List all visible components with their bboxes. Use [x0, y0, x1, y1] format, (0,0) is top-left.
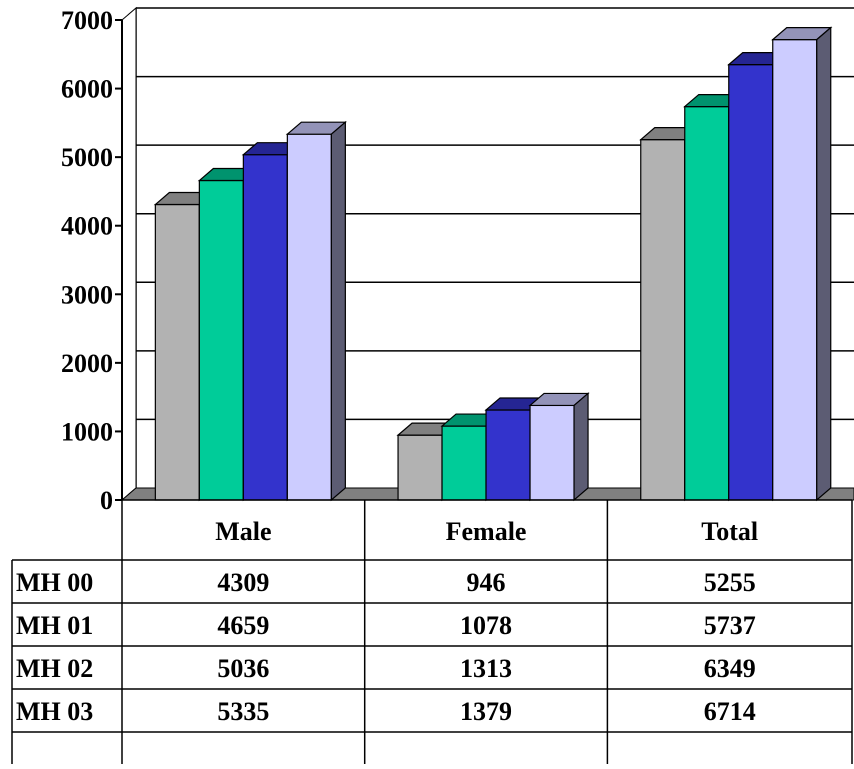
bar-side [573, 392, 589, 502]
bar-front [154, 203, 200, 501]
table-value: 946 [467, 568, 506, 597]
series-label: MH 02 [16, 654, 93, 683]
data-table: Male Female Total MH 00 4309 946 5255 MH 01 4659… [11, 499, 853, 764]
bar-front [441, 425, 487, 501]
bar-front [728, 64, 774, 501]
table-value: 1379 [460, 697, 512, 726]
category-label: Total [701, 517, 758, 546]
y-tick-label: 5000 [61, 143, 113, 172]
table-value: 6349 [704, 654, 756, 683]
table-value: 5737 [704, 611, 756, 640]
bar-front [772, 39, 818, 501]
series-label: MH 01 [16, 611, 93, 640]
bar-front [397, 434, 443, 501]
bar [771, 26, 833, 502]
y-tick-label: 6000 [61, 75, 113, 104]
bar-front [640, 139, 686, 501]
bar-front [198, 179, 244, 501]
bar-front [529, 404, 575, 501]
bar-front [286, 133, 332, 501]
table-value: 5335 [217, 697, 269, 726]
bar-front [684, 106, 730, 501]
side-wall [121, 6, 137, 502]
bar-front [242, 154, 288, 501]
table-value: 5036 [217, 654, 269, 683]
table-value: 1313 [460, 654, 512, 683]
y-tick-label: 3000 [61, 280, 113, 309]
bar [285, 120, 347, 502]
bar [528, 392, 590, 502]
table-value: 4659 [217, 611, 269, 640]
table-value: 4309 [217, 568, 269, 597]
table-value: 1078 [460, 611, 512, 640]
category-label: Male [215, 517, 271, 546]
table-value: 5255 [704, 568, 756, 597]
y-tick-label: 4000 [61, 212, 113, 241]
table-value: 6714 [704, 697, 756, 726]
bar-side [816, 26, 832, 502]
bar-side [330, 120, 346, 502]
y-tick-label: 2000 [61, 349, 113, 378]
y-tick-label: 0 [100, 486, 113, 515]
y-tick-label: 7000 [61, 6, 113, 35]
category-label: Female [446, 517, 527, 546]
bar-front [485, 409, 531, 501]
y-tick-label: 1000 [61, 417, 113, 446]
series-label: MH 00 [16, 568, 93, 597]
series-label: MH 03 [16, 697, 93, 726]
